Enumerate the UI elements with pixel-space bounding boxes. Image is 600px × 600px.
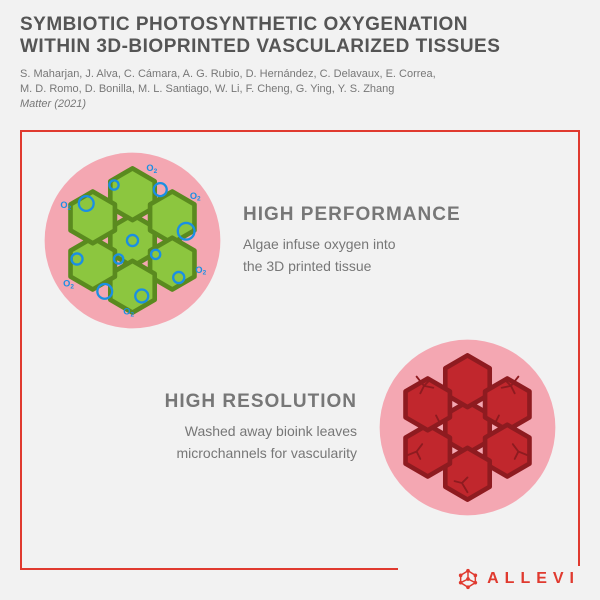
resolution-desc: Washed away bioink leaves microchannels … (40, 421, 357, 464)
performance-desc: Algae infuse oxygen into the 3D printed … (243, 234, 560, 277)
molecule-icon (457, 568, 479, 590)
performance-heading: HIGH PERFORMANCE (243, 204, 560, 226)
title-line-1: SYMBIOTIC PHOTOSYNTHETIC OXYGENATION (20, 14, 560, 36)
authors-block: S. Maharjan, J. Alva, C. Cámara, A. G. R… (20, 67, 450, 112)
authors-list: S. Maharjan, J. Alva, C. Cámara, A. G. R… (20, 68, 436, 95)
feature-performance: O2 O2 O2 O2 O2 O2 HIGH PERFORMANCE Algae… (40, 148, 560, 333)
infographic-page: SYMBIOTIC PHOTOSYNTHETIC OXYGENATION WIT… (0, 0, 600, 600)
brand-name: ALLEVI (487, 570, 580, 588)
resolution-text: HIGH RESOLUTION Washed away bioink leave… (40, 391, 357, 464)
title-line-2: WITHIN 3D-BIOPRINTED VASCULARIZED TISSUE… (20, 36, 560, 58)
vascular-hex-svg (375, 335, 560, 520)
page-title: SYMBIOTIC PHOTOSYNTHETIC OXYGENATION WIT… (20, 14, 560, 58)
resolution-heading: HIGH RESOLUTION (40, 391, 357, 413)
resolution-illustration (375, 335, 560, 520)
algae-hex-svg: O2 O2 O2 O2 O2 O2 (40, 148, 225, 333)
performance-illustration: O2 O2 O2 O2 O2 O2 (40, 148, 225, 333)
brand-mark: ALLEVI (457, 568, 580, 590)
performance-text: HIGH PERFORMANCE Algae infuse oxygen int… (243, 204, 560, 277)
journal-citation: Matter (2021) (20, 98, 86, 110)
feature-resolution: HIGH RESOLUTION Washed away bioink leave… (40, 335, 560, 520)
